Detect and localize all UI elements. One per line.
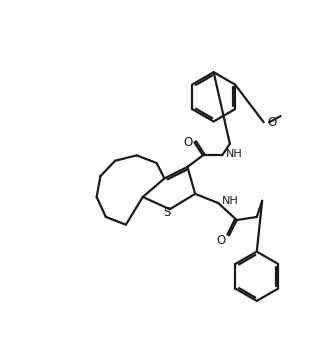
Text: O: O [184, 136, 193, 149]
Text: NH: NH [226, 149, 243, 159]
Text: O: O [217, 234, 226, 247]
Text: O: O [268, 116, 277, 129]
Text: S: S [163, 206, 171, 219]
Text: NH: NH [222, 196, 239, 206]
